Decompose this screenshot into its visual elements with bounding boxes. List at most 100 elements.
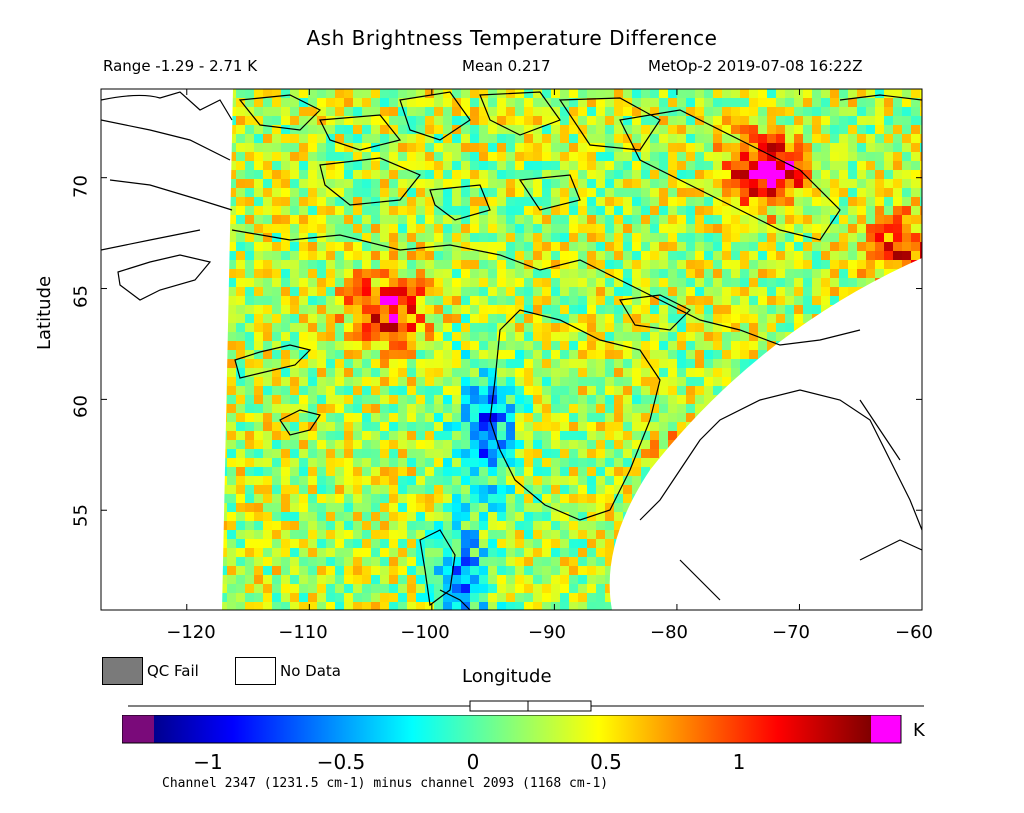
data-cell (794, 404, 803, 413)
data-cell (686, 548, 695, 557)
data-cell (299, 89, 308, 98)
data-cell (164, 530, 173, 539)
data-cell (128, 269, 137, 278)
data-cell (731, 179, 740, 188)
data-cell (587, 350, 596, 359)
data-cell (110, 440, 119, 449)
data-cell (686, 557, 695, 566)
data-cell (137, 395, 146, 404)
data-cell (758, 530, 767, 539)
data-cell (263, 530, 272, 539)
data-cell (461, 107, 470, 116)
data-cell (560, 170, 569, 179)
data-cell (749, 143, 758, 152)
data-cell (155, 116, 164, 125)
data-cell (479, 539, 488, 548)
data-cell (317, 215, 326, 224)
data-cell (101, 449, 110, 458)
data-cell (848, 260, 857, 269)
data-cell (578, 485, 587, 494)
data-cell (119, 134, 128, 143)
data-cell (641, 278, 650, 287)
data-cell (344, 125, 353, 134)
data-cell (704, 224, 713, 233)
data-cell (695, 548, 704, 557)
data-cell (263, 431, 272, 440)
data-cell (722, 188, 731, 197)
data-cell (668, 278, 677, 287)
data-cell (686, 332, 695, 341)
data-cell (578, 233, 587, 242)
data-cell (560, 107, 569, 116)
data-cell (488, 161, 497, 170)
data-cell (866, 116, 875, 125)
data-cell (731, 377, 740, 386)
data-cell (222, 350, 227, 359)
data-cell (740, 494, 749, 503)
data-cell (848, 530, 857, 539)
data-cell (416, 197, 425, 206)
data-cell (803, 314, 812, 323)
data-cell (713, 386, 722, 395)
data-cell (506, 557, 515, 566)
data-cell (668, 350, 677, 359)
data-cell (713, 341, 722, 350)
data-cell (533, 224, 542, 233)
data-cell (659, 386, 668, 395)
data-cell (110, 206, 119, 215)
data-cell (722, 89, 731, 98)
data-cell (281, 107, 290, 116)
data-cell (191, 467, 200, 476)
data-cell (461, 251, 470, 260)
data-cell (515, 251, 524, 260)
data-cell (209, 440, 218, 449)
data-cell (920, 233, 922, 242)
data-cell (839, 458, 848, 467)
data-cell (380, 332, 389, 341)
data-cell (821, 107, 830, 116)
data-cell (137, 368, 146, 377)
data-cell (875, 404, 884, 413)
data-cell (191, 413, 200, 422)
data-cell (920, 197, 922, 206)
data-cell (488, 368, 497, 377)
data-cell (497, 467, 506, 476)
data-cell (461, 332, 470, 341)
data-cell (866, 458, 875, 467)
data-cell (749, 107, 758, 116)
data-cell (677, 377, 686, 386)
data-cell (227, 539, 236, 548)
data-cell (749, 341, 758, 350)
data-cell (533, 440, 542, 449)
data-cell (200, 314, 209, 323)
data-cell (137, 242, 146, 251)
data-cell (551, 431, 560, 440)
data-cell (668, 143, 677, 152)
data-cell (164, 269, 173, 278)
data-cell (731, 251, 740, 260)
data-cell (659, 215, 668, 224)
data-cell (524, 116, 533, 125)
data-cell (524, 179, 533, 188)
data-cell (659, 359, 668, 368)
data-cell (578, 215, 587, 224)
data-cell (911, 125, 920, 134)
data-cell (551, 287, 560, 296)
data-cell (884, 413, 893, 422)
data-cell (335, 305, 344, 314)
data-cell (407, 89, 416, 98)
data-cell (596, 134, 605, 143)
data-cell (722, 431, 731, 440)
data-cell (641, 251, 650, 260)
data-cell (137, 350, 146, 359)
data-cell (785, 476, 794, 485)
data-cell (263, 233, 272, 242)
data-cell (488, 476, 497, 485)
data-cell (785, 215, 794, 224)
data-cell (344, 386, 353, 395)
data-cell (497, 476, 506, 485)
data-cell (101, 476, 110, 485)
data-cell (776, 206, 785, 215)
data-cell (164, 179, 173, 188)
data-cell (776, 287, 785, 296)
